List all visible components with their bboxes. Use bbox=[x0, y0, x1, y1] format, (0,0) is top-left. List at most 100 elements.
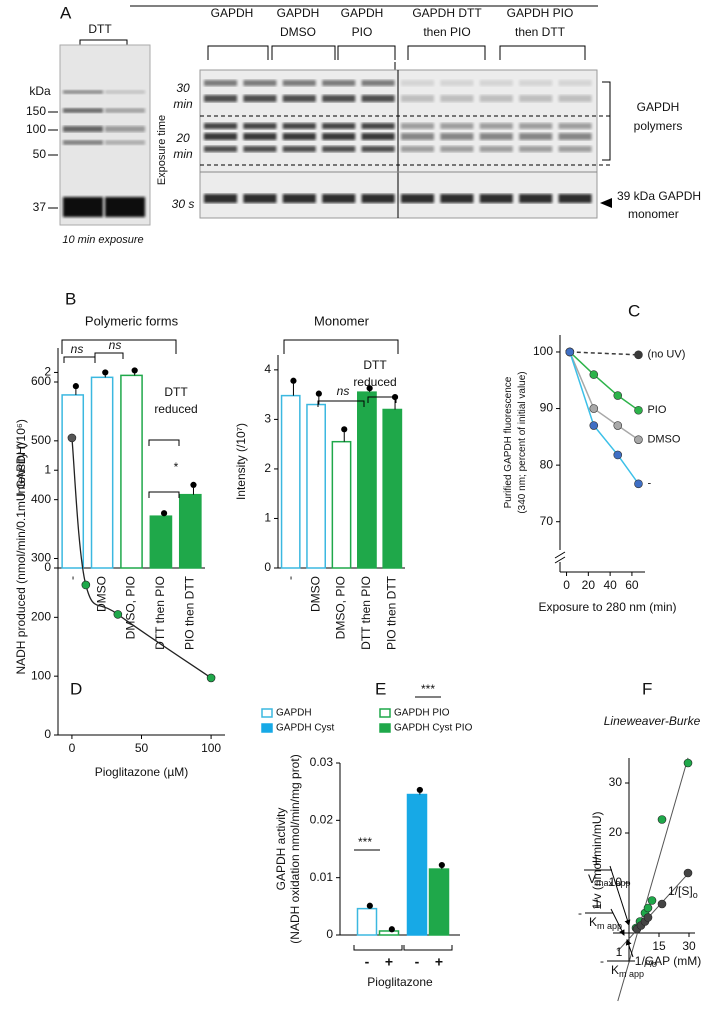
blot-band bbox=[479, 146, 513, 152]
point bbox=[589, 404, 599, 413]
exposure-label: 30 s bbox=[172, 197, 195, 211]
bar bbox=[356, 907, 378, 936]
blot-band bbox=[361, 194, 395, 203]
group-label: GAPDH PIO then DTT bbox=[507, 6, 574, 39]
pointer-arrow bbox=[609, 865, 631, 926]
group-label-line: GAPDH PIO bbox=[507, 6, 574, 20]
y-tick-label: 100 bbox=[31, 668, 51, 682]
series-line bbox=[569, 351, 639, 411]
point bbox=[589, 421, 599, 430]
blot-band bbox=[322, 95, 356, 102]
blot-band bbox=[204, 146, 237, 152]
annotation: ns bbox=[71, 342, 84, 356]
y-tick-label: 20 bbox=[609, 825, 623, 839]
blot-band bbox=[282, 133, 316, 140]
point bbox=[647, 896, 657, 905]
exposure-axis: Exposure time bbox=[156, 115, 168, 185]
point bbox=[634, 350, 643, 360]
error-bar bbox=[388, 926, 395, 933]
y-tick-label: 500 bbox=[31, 433, 51, 447]
blot-band bbox=[519, 123, 553, 129]
blot-band bbox=[519, 133, 553, 140]
blot-band bbox=[204, 95, 237, 102]
blot-band bbox=[243, 133, 277, 140]
bar bbox=[149, 515, 173, 569]
blot-band bbox=[440, 133, 474, 140]
blot-band bbox=[322, 146, 356, 152]
y-tick-label: 0.01 bbox=[310, 870, 334, 884]
legend-label: GAPDH Cyst bbox=[276, 723, 335, 734]
blot-band bbox=[63, 108, 103, 113]
chart-subtitle: Monomer bbox=[314, 313, 370, 328]
y-tick-label: 80 bbox=[540, 457, 554, 471]
blot-band bbox=[204, 123, 237, 129]
blot-band bbox=[519, 80, 553, 86]
x-axis-label: 1/GAP (mM) bbox=[635, 954, 701, 968]
group-label-line: GAPDH DTT bbox=[412, 6, 482, 20]
x-tick-label: DMSO bbox=[94, 576, 108, 612]
polymer-bracket bbox=[602, 81, 611, 161]
marker-ticks bbox=[48, 111, 58, 209]
legend-label: GAPDH PIO bbox=[394, 708, 450, 719]
x-axis-label: Exposure to 280 nm (min) bbox=[538, 600, 676, 614]
y-tick-label: 100 bbox=[533, 344, 553, 358]
group-label: GAPDH PIO bbox=[341, 6, 384, 39]
x-tick-label: 60 bbox=[625, 578, 639, 592]
blot-band bbox=[204, 194, 237, 203]
x-tick-label: 40 bbox=[603, 578, 617, 592]
bar bbox=[357, 391, 377, 569]
x-tick-label: - bbox=[415, 954, 420, 970]
blot-band bbox=[322, 194, 356, 203]
blot-band bbox=[519, 146, 553, 152]
group-label-line: then PIO bbox=[423, 25, 470, 39]
blot-band bbox=[282, 95, 316, 102]
error-bar bbox=[315, 390, 322, 405]
monomer-arrow bbox=[600, 198, 612, 208]
fit-curve bbox=[71, 437, 212, 679]
y-tick-label: 400 bbox=[31, 492, 51, 506]
blot-band bbox=[204, 133, 237, 140]
kda-label: kDa bbox=[29, 84, 51, 98]
group-label: GAPDH DMSO bbox=[277, 6, 320, 39]
group-bracket bbox=[271, 45, 336, 60]
point bbox=[67, 433, 77, 443]
error-bar bbox=[131, 367, 138, 376]
point bbox=[643, 913, 653, 922]
legend-label: GAPDH Cyst PIO bbox=[394, 723, 473, 734]
x-tick-label: 20 bbox=[582, 578, 596, 592]
error-bar bbox=[341, 426, 348, 442]
bracket bbox=[94, 352, 124, 359]
series-line bbox=[569, 351, 639, 356]
group-label-line: GAPDH bbox=[211, 6, 254, 20]
point bbox=[613, 391, 623, 400]
bar bbox=[280, 394, 301, 569]
fraction-sign: - bbox=[578, 906, 582, 920]
blot-band bbox=[322, 80, 356, 86]
x-tick-label: 100 bbox=[201, 741, 221, 755]
bracket bbox=[148, 491, 180, 498]
y-axis-label-line: Purified GAPDH fluorescence bbox=[503, 376, 514, 508]
annotation: ns bbox=[109, 338, 122, 352]
bar bbox=[178, 493, 202, 569]
denominator-symbol: K bbox=[589, 915, 597, 929]
point bbox=[113, 610, 123, 619]
blot-band bbox=[361, 80, 395, 86]
error-bar bbox=[72, 383, 79, 395]
bracket bbox=[367, 396, 397, 403]
denominator-symbol: V bbox=[588, 872, 596, 886]
group-bracket bbox=[337, 45, 396, 60]
x-tick-label: DMSO bbox=[308, 576, 322, 612]
monomer-label-line: 39 kDa GAPDH bbox=[617, 189, 701, 203]
blot-band bbox=[361, 133, 395, 140]
series-label: - bbox=[647, 478, 651, 490]
legend-label: GAPDH bbox=[276, 708, 312, 719]
polymers-label-line: GAPDH bbox=[637, 100, 680, 114]
y-tick-label: 0 bbox=[44, 727, 51, 741]
bar bbox=[428, 868, 450, 936]
point bbox=[613, 450, 623, 460]
blot-band bbox=[243, 194, 277, 203]
exposure-label: 30 min bbox=[173, 81, 193, 111]
y-axis-label-line: (NADH oxidation nmol/min/mg prot) bbox=[288, 754, 302, 943]
x-tick-label: PIO then DTT bbox=[384, 575, 398, 650]
